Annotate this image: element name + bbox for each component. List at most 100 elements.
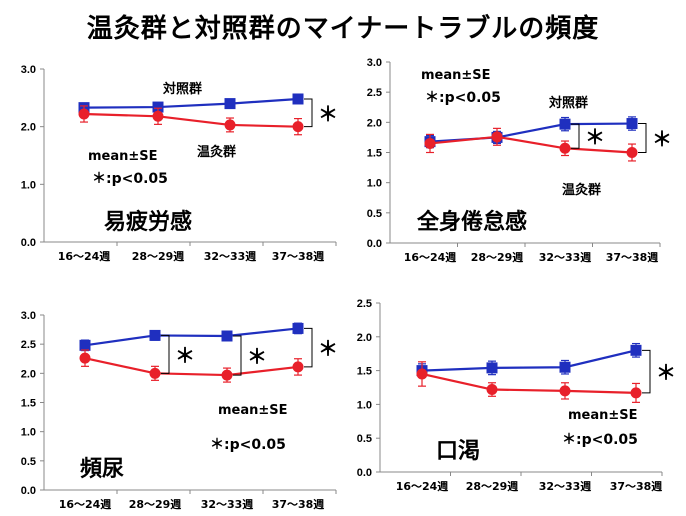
x-tick-label: 16〜24週 [58,249,111,263]
x-tick-label: 37〜38週 [272,249,325,263]
series-label: 温灸群 [197,144,236,160]
x-tick-label: 16〜24週 [396,479,449,493]
significance-star: ＊ [652,127,672,151]
significance-bracket [642,349,651,394]
y-tick-label: 2.0 [367,117,382,129]
significance-star: ＊ [318,102,338,126]
data-point [224,119,236,131]
y-tick-label: 0.0 [21,485,36,497]
y-tick-label: 2.5 [21,339,36,351]
data-point [149,367,161,379]
panel-title: 易疲労感 [104,209,192,235]
x-tick-label: 37〜38週 [606,250,659,264]
series-line-moxibustion [83,112,299,128]
data-point [486,384,498,396]
series-line-control [84,327,299,347]
y-tick-label: 1.5 [21,398,36,410]
data-point [491,131,503,143]
chart-panel: 0.0 0.5 1.0 1.5 2.0 2.5 3.0 16〜24週 28〜29週 32〜33週 3… [21,310,338,511]
x-tick-label: 32〜33週 [539,479,592,493]
y-tick-label: 2.5 [367,87,382,99]
significance-bracket [233,335,242,376]
data-point [221,369,233,381]
x-tick-label: 28〜29週 [471,250,524,264]
significance-note: ＊:p<0.05 [210,437,286,453]
data-point [292,121,304,133]
x-tick-label: 28〜29週 [132,249,185,263]
significance-star: ＊ [247,345,267,369]
y-tick-label: 1.0 [21,427,36,439]
y-tick-label: 0.0 [21,237,36,249]
panel-title: 頻尿 [80,457,124,482]
y-tick-label: 1.0 [367,178,382,190]
x-tick-label: 28〜29週 [129,497,182,511]
significance-note: ＊:p<0.05 [425,90,501,106]
data-point [79,352,91,364]
data-point [292,361,304,373]
series-line-control [421,349,637,372]
data-point [626,118,638,130]
x-tick-label: 37〜38週 [272,497,325,511]
x-tick-label: 16〜24週 [59,497,112,511]
series-line-moxibustion [421,372,637,395]
data-point [626,147,638,158]
data-point [79,339,91,351]
stats-note: mean±SE [568,408,638,423]
significance-star: ＊ [318,337,338,361]
data-point [292,93,304,105]
chart-panel: 0.0 1.0 2.0 3.0 16〜24週 28〜29週 32〜33週 37〜38週 ＊ 易疲労… [21,64,338,263]
y-tick-label: 1.0 [357,399,372,411]
y-tick-label: 0.0 [367,238,382,250]
y-tick-label: 1.0 [21,179,36,191]
y-tick-label: 0.5 [357,433,372,445]
x-tick-label: 28〜29週 [466,479,519,493]
significance-star: ＊ [585,125,605,149]
series-line-moxibustion [429,135,633,154]
significance-note: ＊:p<0.05 [92,171,168,187]
significance-bracket [571,123,580,149]
y-tick-label: 3.0 [21,310,36,322]
data-point [152,101,164,113]
data-point [224,98,236,110]
data-point [630,344,642,356]
y-tick-label: 3.0 [21,64,36,76]
y-tick-label: 0.0 [357,467,372,479]
y-tick-label: 0.5 [367,208,382,220]
data-point [292,322,304,334]
page-title: 温灸群と対照群のマイナートラブルの頻度 [86,14,600,44]
data-point [486,362,498,374]
series-line-control [83,97,299,109]
data-point [416,368,428,380]
y-tick-label: 2.0 [21,122,36,134]
data-point [559,361,571,373]
x-tick-label: 32〜33週 [204,249,257,263]
panel-title: 全身倦怠感 [416,209,527,235]
significance-star: ＊ [175,343,195,367]
panel-title: 口渇 [436,438,480,464]
data-point [559,385,571,397]
data-point [559,118,571,130]
y-tick-label: 1.5 [367,148,382,160]
data-point [630,387,642,399]
significance-star: ＊ [656,361,676,385]
data-point [149,329,161,341]
y-tick-label: 1.5 [357,366,372,378]
data-point [152,110,164,122]
y-tick-label: 2.0 [21,368,36,380]
significance-bracket [304,327,313,368]
significance-note: ＊:p<0.05 [562,432,638,448]
x-tick-label: 32〜33週 [201,497,254,511]
series-label: 温灸群 [562,182,601,198]
data-point [78,108,90,120]
series-line-moxibustion [84,357,299,377]
stats-note: mean±SE [218,403,288,418]
x-tick-label: 32〜33週 [539,250,592,264]
significance-bracket [638,123,647,153]
stats-note: mean±SE [421,68,491,83]
data-point [221,330,233,342]
data-point [559,142,571,154]
x-tick-label: 37〜38週 [610,479,663,493]
series-label: 対照群 [548,95,588,111]
stats-note: mean±SE [88,149,158,164]
